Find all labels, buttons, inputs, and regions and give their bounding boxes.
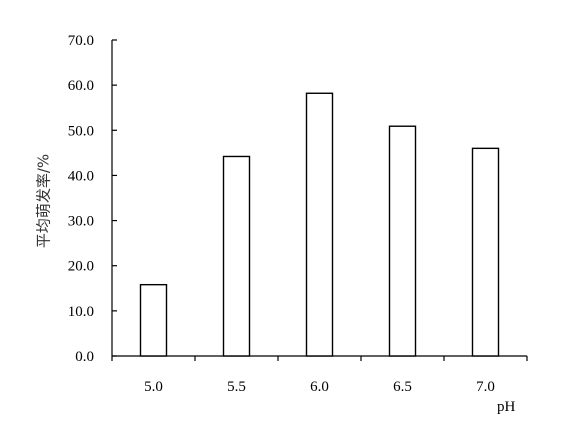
y-tick-label: 70.0 <box>68 33 94 49</box>
x-category-label: 6.5 <box>393 379 412 395</box>
y-tick-label: 60.0 <box>68 78 94 94</box>
y-tick-label: 20.0 <box>68 259 94 275</box>
bar-7.0 <box>471 147 500 357</box>
bar-series <box>139 92 500 357</box>
y-axis: 0.0 10.0 20.0 30.0 40.0 50.0 60.0 70.0 <box>68 33 117 365</box>
bar-5.0 <box>139 283 168 357</box>
y-tick-label: 30.0 <box>68 214 94 230</box>
bar-6.5 <box>388 125 417 357</box>
bar-5.5 <box>222 155 251 357</box>
y-axis-label: 平均萌发率/% <box>35 154 53 248</box>
y-tick-label: 50.0 <box>68 123 94 139</box>
bar-6.0 <box>305 92 334 357</box>
x-category-label: 5.5 <box>227 379 246 395</box>
x-category-label: 6.0 <box>310 379 329 395</box>
x-category-label: 5.0 <box>144 379 163 395</box>
x-axis: 5.0 5.5 6.0 6.5 7.0 <box>111 355 528 395</box>
x-axis-label: pH <box>497 399 516 415</box>
y-tick-label: 40.0 <box>68 168 94 184</box>
x-category-label: 7.0 <box>476 379 495 395</box>
y-tick-label: 0.0 <box>75 349 94 365</box>
y-tick-label: 10.0 <box>68 304 94 320</box>
